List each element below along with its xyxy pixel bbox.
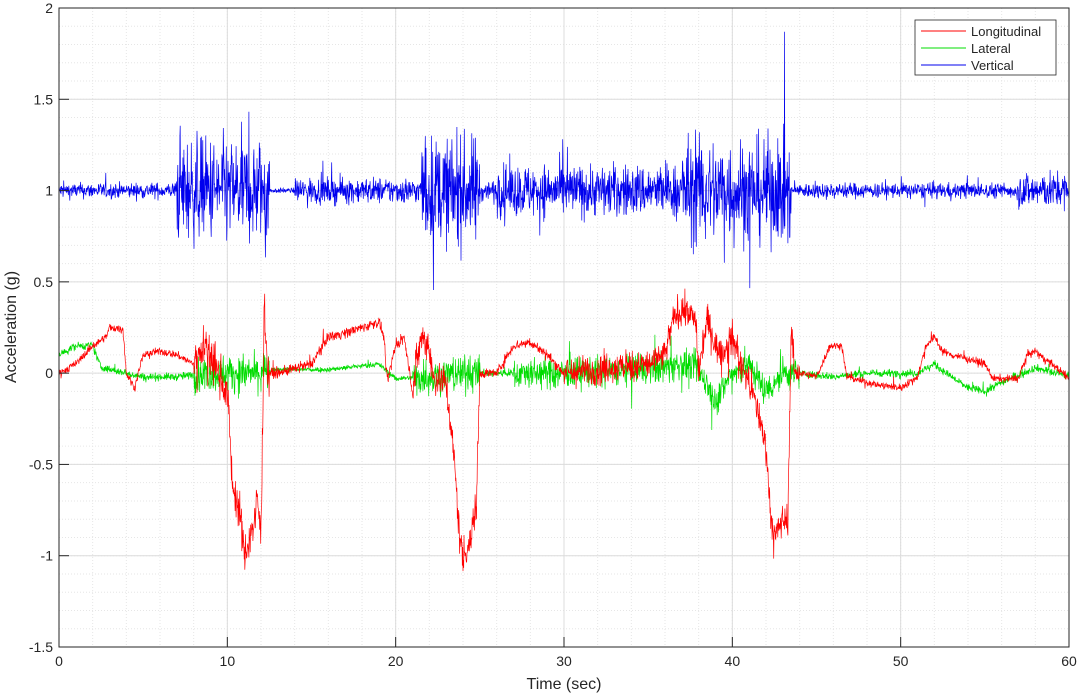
x-tick-label: 0 (55, 653, 63, 669)
legend-label: Lateral (971, 41, 1011, 56)
y-tick-label: -0.5 (29, 456, 53, 472)
x-tick-label: 10 (220, 653, 236, 669)
y-axis-label: Acceleration (g) (3, 271, 20, 383)
y-tick-label: -1 (41, 548, 54, 564)
x-tick-label: 50 (893, 653, 909, 669)
y-tick-label: -1.5 (29, 639, 53, 655)
x-tick-label: 20 (388, 653, 404, 669)
x-tick-label: 40 (725, 653, 741, 669)
x-tick-label: 30 (556, 653, 572, 669)
legend-label: Vertical (971, 58, 1014, 73)
series-vertical (58, 31, 1070, 291)
y-tick-label: 1.5 (34, 91, 54, 107)
grid (58, 7, 1070, 648)
legend-label: Longitudinal (971, 24, 1041, 39)
axis-ticks: 0 10 20 30 40 50 60 -1.5 -1 -0.5 0 0.5 1 1.5 2 (29, 0, 1077, 669)
series-longitudinal (58, 288, 1070, 572)
x-axis-label: Time (sec) (527, 676, 602, 693)
legend: Longitudinal Lateral Vertical (914, 19, 1057, 76)
y-tick-label: 2 (45, 0, 53, 16)
x-tick-label: 60 (1061, 653, 1077, 669)
series-lines (58, 31, 1070, 572)
y-tick-label: 1 (45, 183, 53, 199)
y-tick-label: 0 (45, 365, 53, 381)
y-tick-label: 0.5 (34, 274, 54, 290)
